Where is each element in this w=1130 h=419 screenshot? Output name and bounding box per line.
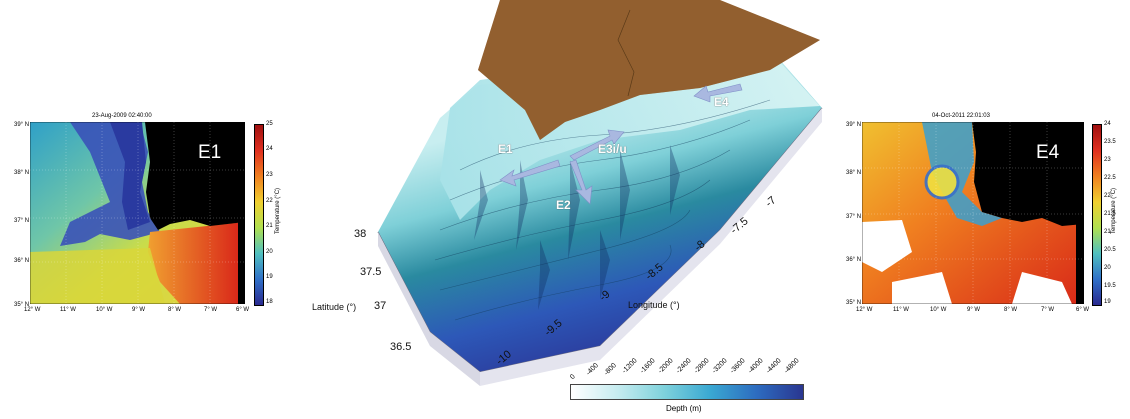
colorbar-tick: 24 <box>266 146 273 152</box>
left-warm-gulf <box>148 222 245 304</box>
left-region-label: E1 <box>198 142 222 163</box>
arrow-label-e3: E3i/u <box>598 142 627 156</box>
arrow-label-e4: E4 <box>714 95 729 109</box>
colorbar-tick: 23 <box>266 172 273 178</box>
arrow-e3 <box>569 129 625 161</box>
bathymetry-ridges <box>434 99 771 321</box>
right-sst-map <box>862 122 1084 304</box>
arrow-e2 <box>569 159 593 205</box>
lat-tick: 35° N <box>14 302 30 308</box>
bathymetry-shadows <box>474 145 680 310</box>
lat-tick: 36° N <box>846 257 862 263</box>
left-land-strip <box>238 222 245 304</box>
lon-tick: 11° W <box>60 307 76 313</box>
lon-tick: 7° W <box>204 307 218 313</box>
center-bathymetry-panel: E1 E3i/u E2 E4 38 37.5 37 36.5 Latitude … <box>300 0 840 419</box>
lat-tick: 39° N <box>846 122 862 128</box>
lon-tick: 11° W <box>893 307 909 313</box>
colorbar-tick: 25 <box>266 121 273 127</box>
lon-tick: 12° W <box>856 307 873 313</box>
right-region-label: E4 <box>1036 142 1060 163</box>
left-sst-panel: 23-Aug-2009 02:40:00 39° N 38° N 37° N 3… <box>0 112 300 322</box>
left-colorbar <box>254 124 264 306</box>
colorbar-tick: 24 <box>1104 121 1111 127</box>
right-sst-panel: 04-Oct-2011 22:01:03 39° N 38° N 37° N 3… <box>840 112 1130 322</box>
lat-tick: 36° N <box>14 258 30 264</box>
latitude-tick: 37 <box>374 300 387 312</box>
colorbar-tick: 18 <box>266 299 273 305</box>
lon-tick: 9° W <box>967 307 981 313</box>
arrow-e1 <box>499 159 561 187</box>
land-top-face <box>478 0 820 140</box>
colorbar-tick: 21 <box>266 223 273 229</box>
lat-tick: 38° N <box>14 170 30 176</box>
right-land <box>972 122 1084 226</box>
right-land-strip <box>1076 222 1084 304</box>
lat-tick: 37° N <box>14 218 30 224</box>
lat-tick: 35° N <box>846 300 862 306</box>
lon-tick: 7° W <box>1041 307 1055 313</box>
colorbar-tick: 21.5 <box>1104 211 1116 217</box>
lon-tick: 12° W <box>24 307 41 313</box>
longitude-axis-label: Longitude (°) <box>628 300 680 310</box>
bathymetry-3d-surface <box>377 0 823 386</box>
lat-tick: 37° N <box>846 214 862 220</box>
lon-tick: 8° W <box>1004 307 1018 313</box>
right-white-gaps <box>862 220 1072 304</box>
land-block <box>478 0 820 140</box>
lat-tick: 39° N <box>14 122 30 128</box>
coastline-relief <box>617 9 635 97</box>
lon-tick: 10° W <box>930 307 947 313</box>
colorbar-tick: 23.5 <box>1104 139 1116 145</box>
arrow-label-e2: E2 <box>556 198 571 212</box>
lon-tick: 8° W <box>168 307 182 313</box>
left-land <box>145 122 245 230</box>
lon-tick: 10° W <box>96 307 113 313</box>
latitude-tick: 37.5 <box>360 266 382 278</box>
right-colorbar <box>1092 124 1102 306</box>
lat-tick: 38° N <box>846 170 862 176</box>
colorbar-tick: 23 <box>1104 157 1111 163</box>
right-map-title: 04-Oct-2011 22:01:03 <box>932 113 990 119</box>
right-colorbar-label: Temperature (°C) <box>1111 187 1117 235</box>
latitude-axis-label: Latitude (°) <box>312 302 357 312</box>
colorbar-tick: 19.5 <box>1104 283 1116 289</box>
left-mid-warm <box>30 248 165 304</box>
right-cool-coast <box>922 122 1002 226</box>
lon-tick: 9° W <box>132 307 146 313</box>
left-cold-upwelling-core <box>110 122 150 230</box>
colorbar-tick: 22 <box>1104 193 1111 199</box>
depth-colorbar <box>570 384 804 400</box>
arrow-e4 <box>693 83 743 103</box>
flow-arrows <box>499 83 743 205</box>
left-colorbar-label: Temperature (°C) <box>275 187 281 235</box>
right-eddy <box>924 164 960 200</box>
colorbar-tick: 22 <box>266 198 273 204</box>
colorbar-tick: 22.5 <box>1104 175 1116 181</box>
left-sst-map <box>30 122 245 304</box>
lon-tick: 6° W <box>236 307 250 313</box>
left-map-title: 23-Aug-2009 02:40:00 <box>92 113 152 119</box>
colorbar-tick: 20.5 <box>1104 247 1116 253</box>
colorbar-tick: 21 <box>1104 229 1111 235</box>
colorbar-tick: 19 <box>266 274 273 280</box>
colorbar-tick: 19 <box>1104 299 1111 305</box>
depth-axis-label: Depth (m) <box>666 404 702 413</box>
surface-base-front <box>378 232 480 386</box>
colorbar-tick: 20 <box>1104 265 1111 271</box>
lon-tick: 6° W <box>1076 307 1090 313</box>
colorbar-tick: 20 <box>266 249 273 255</box>
latitude-tick: 38 <box>354 228 367 240</box>
arrow-label-e1: E1 <box>498 142 513 156</box>
latitude-tick: 36.5 <box>390 341 412 353</box>
